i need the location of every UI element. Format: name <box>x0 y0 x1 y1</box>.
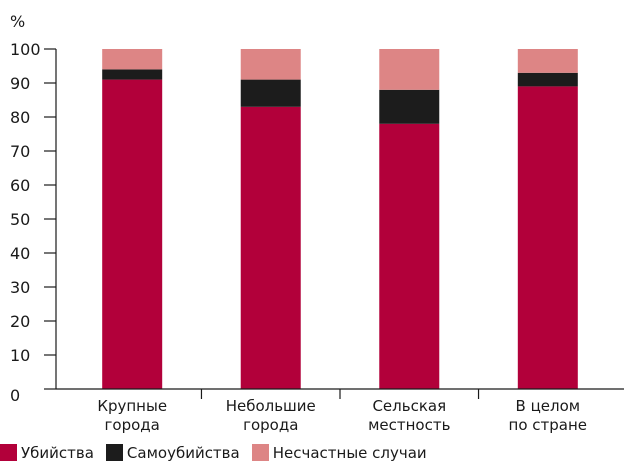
y-tick-label: 90 <box>10 74 30 93</box>
legend-item: Несчастные случаи <box>251 443 427 462</box>
x-axis: КрупныегородаНебольшиегородаСельскаямест… <box>56 388 624 434</box>
y-tick-label: 40 <box>10 244 30 263</box>
bar-segment <box>379 89 440 124</box>
y-tick-label: 80 <box>10 108 30 127</box>
bar-segment <box>102 79 163 389</box>
bar-segment <box>240 79 301 107</box>
bars <box>102 49 578 390</box>
legend-label: Убийства <box>21 443 94 462</box>
x-tick-label: Небольшие <box>226 397 316 415</box>
legend-label: Несчастные случаи <box>272 443 427 462</box>
x-tick-label: Сельская <box>372 397 446 415</box>
x-tick-label: по стране <box>509 416 588 434</box>
legend-swatch <box>0 444 17 461</box>
legend-swatch <box>105 444 123 461</box>
y-tick-label: 10 <box>10 346 30 365</box>
x-tick-label: Крупные <box>97 397 167 415</box>
bar-segment <box>102 49 163 70</box>
bar-segment <box>517 49 578 73</box>
bar-segment <box>517 86 578 390</box>
bar-segment <box>379 49 440 90</box>
y-tick-label: 20 <box>10 312 30 331</box>
y-tick-label: 100 <box>10 40 41 59</box>
bar-segment <box>379 123 440 390</box>
x-tick-label: местность <box>368 416 450 434</box>
y-tick-label: 0 <box>10 386 20 405</box>
bar-segment <box>240 106 301 390</box>
x-tick-label: города <box>243 416 298 434</box>
y-tick-label: 30 <box>10 278 30 297</box>
x-tick-label: В целом <box>516 397 581 415</box>
legend-item: Убийства <box>0 444 94 462</box>
x-tick-label: города <box>105 416 160 434</box>
legend-item: Самоубийства <box>105 443 240 462</box>
y-tick-label: 60 <box>10 176 30 195</box>
bar-segment <box>240 49 301 80</box>
y-axis: 0 10 20 30 40 50 60 70 80 90 100 <box>10 40 57 405</box>
legend-swatch <box>251 444 269 461</box>
legend-label: Самоубийства <box>126 443 240 462</box>
legend: Убийства Самоубийства Несчастные случаи <box>0 440 634 465</box>
y-unit-label: % <box>10 12 25 31</box>
y-tick-label: 50 <box>10 210 30 229</box>
y-tick-label: 70 <box>10 142 30 161</box>
bar-segment <box>517 72 578 87</box>
bar-segment <box>102 69 163 80</box>
